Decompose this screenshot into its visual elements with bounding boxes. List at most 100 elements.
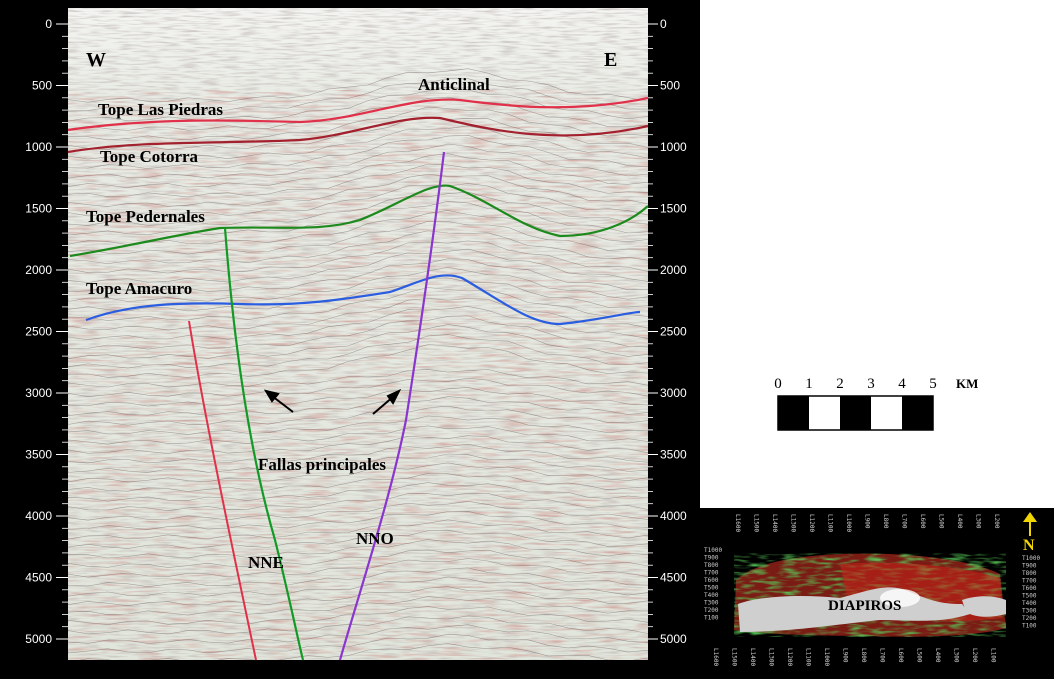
inset-map: L1600 L1500 L1400 L1300 L1200 L1100 L1000 L900 L…	[700, 508, 1054, 679]
inset-tick-label: T800	[704, 562, 719, 569]
inset-tick-label: T800	[1022, 570, 1037, 577]
inset-tick-label: T300	[704, 600, 719, 607]
inset-tick-label: L1400	[771, 514, 778, 532]
scale-unit: KM	[956, 376, 978, 391]
inset-tick-label: L1000	[845, 514, 852, 532]
scale-tick-label: 3	[867, 376, 875, 392]
inset-tick-label: L300	[953, 648, 960, 663]
depth-tick-label: 3500	[25, 448, 52, 462]
inset-tick-label: T200	[1022, 615, 1037, 622]
depth-axis-right: 0 500 1000 1500 2000 2500 3000 3500 4000 4500 5000	[648, 17, 687, 646]
depth-tick-label: 3500	[660, 448, 687, 462]
inset-tick-label: L1500	[731, 648, 738, 666]
inset-tick-label: L1200	[786, 648, 793, 666]
inset-tick-label: T200	[704, 607, 719, 614]
inset-tick-label: L1100	[827, 514, 834, 532]
inset-tick-label: T700	[704, 570, 719, 577]
inset-tick-label: L400	[956, 514, 963, 529]
inset-right-ticks: T1000T900T800T700T600T500T400T300T200T10…	[1022, 555, 1040, 630]
inset-tick-label: T900	[704, 555, 719, 562]
depth-tick-label: 5000	[660, 632, 687, 646]
inset-tick-label: L1300	[768, 648, 775, 666]
depth-tick-label: 500	[660, 79, 680, 93]
fault-nne-line	[223, 227, 305, 661]
north-arrow-icon	[1023, 512, 1037, 536]
inset-tick-label: T700	[1022, 578, 1037, 585]
inset-tick-label: L1500	[753, 514, 760, 532]
scale-tick-label: 2	[836, 376, 844, 392]
fault-nno-line	[338, 151, 446, 661]
inset-tick-label: T100	[1022, 623, 1037, 630]
inset-tick-label: L1400	[749, 648, 756, 666]
depth-tick-label: 0	[660, 17, 667, 31]
horizon-las-piedras-label: Tope Las Piedras	[98, 100, 223, 119]
inset-tick-label: L1200	[808, 514, 815, 532]
fault-red-line	[188, 320, 257, 661]
inset-tick-label: T300	[1022, 608, 1037, 615]
inset-tick-label: L500	[916, 648, 923, 663]
horizon-las-piedras-line	[67, 96, 649, 132]
inset-tick-label: L200	[971, 648, 978, 663]
scale-tick-label: 4	[898, 376, 906, 392]
scale-tick-label: 5	[929, 376, 937, 392]
inset-tick-label: L600	[919, 514, 926, 529]
inset-tick-label: T500	[1022, 593, 1037, 600]
faults-label: Fallas principales	[258, 455, 386, 474]
depth-tick-label: 4500	[25, 571, 52, 585]
scale-segment	[902, 396, 933, 430]
fault-arrow-left	[263, 389, 294, 413]
inset-tick-label: L400	[934, 648, 941, 663]
seismic-section: 0500100015002000250030003500400045005000…	[0, 0, 700, 679]
inset-tick-label: L300	[975, 514, 982, 529]
fault-arrow-right	[372, 388, 402, 415]
depth-tick-label: 4000	[25, 509, 52, 523]
diapiros-label: DIAPIROS	[828, 598, 901, 614]
depth-tick-label: 4000	[660, 509, 687, 523]
inset-tick-label: T1000	[704, 547, 722, 554]
depth-tick-label: 2000	[660, 263, 687, 277]
depth-axis-left: 0 500 1000 1500 2000 2500 3000 3500 4000 4500 5000	[25, 17, 68, 646]
inset-tick-label: L1100	[805, 648, 812, 666]
inset-tick-label: T900	[1022, 563, 1037, 570]
east-label: E	[604, 49, 617, 71]
inset-tick-label: L1600	[734, 514, 741, 532]
inset-tick-label: L800	[882, 514, 889, 529]
inset-tick-label: L1600	[712, 648, 719, 666]
depth-tick-label: 4500	[660, 571, 687, 585]
scale-tick-label: 0	[774, 376, 782, 392]
west-label: W	[86, 49, 106, 71]
inset-tick-label: T600	[704, 577, 719, 584]
inset-tick-label: L900	[842, 648, 849, 663]
inset-tick-label: T100	[704, 615, 719, 622]
depth-tick-label: 3000	[25, 386, 52, 400]
inset-tick-label: T600	[1022, 585, 1037, 592]
depth-tick-label: 2000	[25, 263, 52, 277]
depth-tick-label: 2500	[25, 325, 52, 339]
inset-tick-label: L900	[864, 514, 871, 529]
scale-segment	[778, 396, 809, 430]
inset-left-ticks: T1000T900T800T700T600T500T400T300T200T10…	[704, 547, 722, 622]
inset-tick-label: T1000	[1022, 555, 1040, 562]
north-label: N	[1023, 537, 1035, 554]
inset-tick-label: L1300	[790, 514, 797, 532]
inset-tick-label: L200	[993, 514, 1000, 529]
depth-tick-label: 500	[32, 79, 52, 93]
diapir-body	[962, 596, 1006, 617]
inset-tick-label: L700	[879, 648, 886, 663]
depth-tick-label: 0	[45, 17, 52, 31]
depth-tick-label: 1500	[25, 202, 52, 216]
horizon-amacuro-line	[85, 274, 641, 326]
depth-tick-label: 1500	[660, 202, 687, 216]
horizon-pedernales-line	[69, 184, 649, 258]
depth-tick-label: 5000	[25, 632, 52, 646]
depth-tick-label: 2500	[660, 325, 687, 339]
inset-tick-label: T400	[704, 592, 719, 599]
depth-tick-label: 1000	[25, 140, 52, 154]
inset-tick-label: L600	[897, 648, 904, 663]
inset-tick-label: L800	[860, 648, 867, 663]
inset-tick-label: L1000	[823, 648, 830, 666]
inset-tick-label: L700	[901, 514, 908, 529]
anticline-label: Anticlinal	[418, 75, 490, 94]
horizon-cotorra-label: Tope Cotorra	[100, 147, 199, 166]
horizon-pedernales-label: Tope Pedernales	[86, 207, 205, 226]
